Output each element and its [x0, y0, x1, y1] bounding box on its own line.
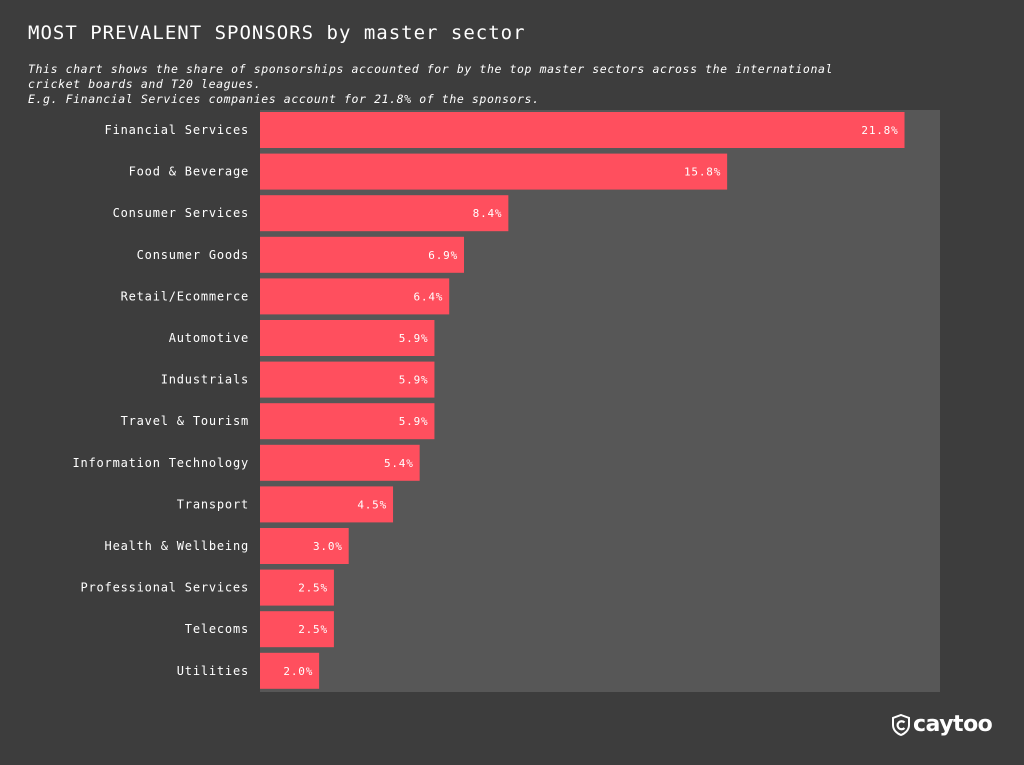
value-label: 6.4%	[414, 290, 444, 303]
brand-logo: caytoo	[892, 712, 993, 737]
bar-professional-services	[260, 569, 334, 606]
category-label: Consumer Goods	[137, 248, 249, 262]
chart-subtitle: This chart shows the share of sponsorshi…	[28, 62, 888, 107]
subtitle-line-2: cricket boards and T20 leagues.	[28, 77, 262, 91]
value-label: 5.9%	[399, 374, 429, 387]
value-label: 2.0%	[283, 665, 313, 678]
shield-c-icon	[892, 713, 910, 736]
subtitle-line-1: This chart shows the share of sponsorshi…	[28, 62, 834, 76]
value-label: 8.4%	[473, 207, 503, 220]
bar-consumer-services	[260, 195, 509, 232]
value-label: 2.5%	[298, 582, 328, 595]
category-label: Industrials	[161, 373, 249, 387]
category-label: Food & Beverage	[129, 165, 249, 179]
category-label: Transport	[177, 497, 249, 511]
subtitle-line-3: E.g. Financial Services companies accoun…	[28, 92, 540, 106]
category-label: Automotive	[169, 331, 249, 345]
category-label: Health & Wellbeing	[105, 539, 249, 553]
category-label: Information Technology	[72, 456, 249, 470]
value-label: 2.5%	[298, 623, 328, 636]
brand-name: caytoo	[913, 712, 993, 737]
bar-transport	[260, 486, 394, 523]
value-label: 5.9%	[399, 415, 429, 428]
chart-title: MOST PREVALENT SPONSORS by master sector	[28, 22, 526, 44]
bar-food-beverage	[260, 153, 728, 190]
value-label: 5.9%	[399, 332, 429, 345]
bar-health-wellbeing	[260, 528, 349, 564]
value-label: 6.9%	[428, 249, 458, 262]
bar-telecoms	[260, 611, 334, 648]
value-label: 3.0%	[313, 540, 343, 553]
category-label: Professional Services	[80, 581, 249, 595]
category-label: Telecoms	[185, 622, 249, 636]
value-label: 15.8%	[684, 166, 721, 179]
category-label: Retail/Ecommerce	[121, 289, 249, 303]
value-label: 21.8%	[861, 124, 898, 137]
bar-utilities	[260, 652, 320, 689]
category-label: Financial Services	[105, 123, 249, 137]
category-label: Travel & Tourism	[121, 414, 249, 428]
value-label: 4.5%	[357, 498, 387, 511]
category-label: Consumer Services	[113, 206, 249, 220]
value-label: 5.4%	[384, 457, 414, 470]
bar-automotive	[260, 320, 435, 356]
bar-industrials	[260, 361, 435, 398]
category-label: Utilities	[177, 664, 249, 678]
bar-consumer-goods	[260, 236, 464, 273]
bar-financial-services	[260, 112, 905, 148]
bar-retail-ecommerce	[260, 278, 450, 315]
bar-chart: Financial Services 21.8% Food & Beverage 15…	[72, 112, 905, 689]
bar-information-technology	[260, 444, 420, 481]
bar-travel-tourism	[260, 403, 435, 440]
